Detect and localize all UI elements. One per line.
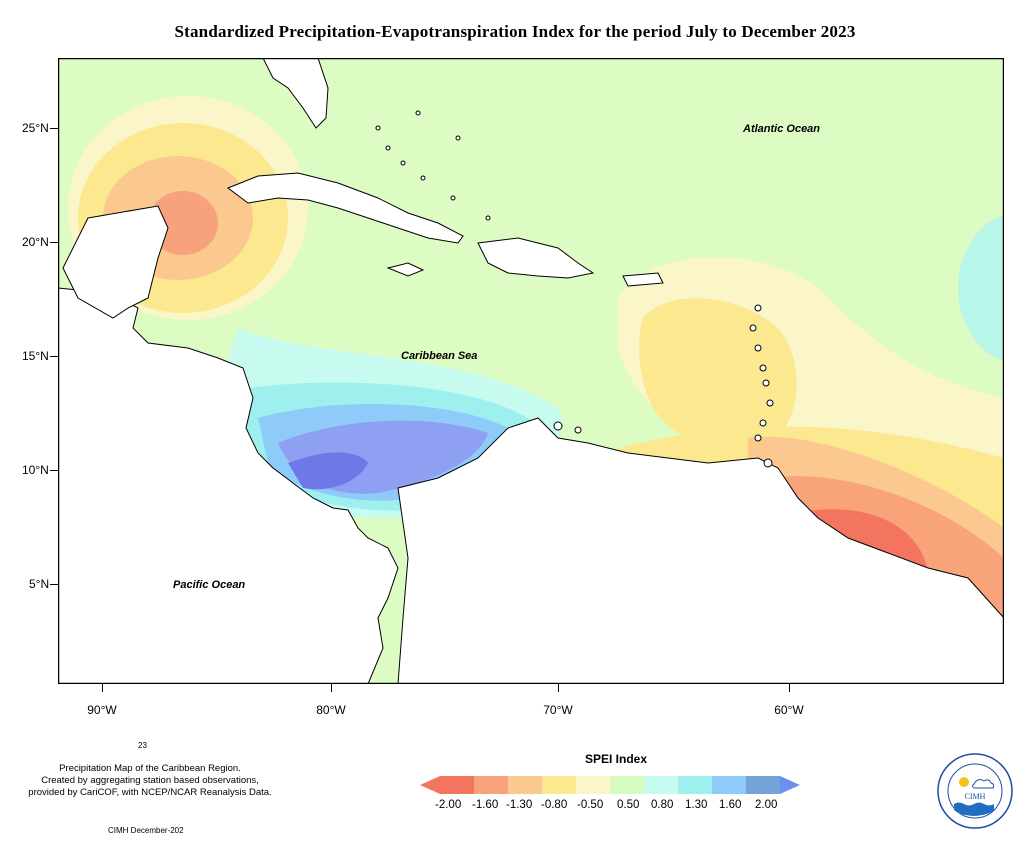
- credit-text: Precipitation Map of the Caribbean Regio…: [0, 763, 300, 799]
- lat-tick: [50, 584, 58, 585]
- map-title: Standardized Precipitation-Evapotranspir…: [174, 22, 856, 41]
- lat-tick: [50, 356, 58, 357]
- wet-zone-east: [958, 215, 1004, 361]
- legend-value: -0.50: [577, 799, 604, 811]
- label-pacific-ocean: Pacific Ocean: [173, 579, 246, 591]
- hispaniola: [477, 237, 595, 279]
- legend-swatch: [678, 776, 712, 794]
- landmasses: [58, 58, 1004, 684]
- puerto-rico: [622, 272, 664, 287]
- credit-line-3: provided by CariCOF, with NCEP/NCAR Rean…: [28, 787, 272, 798]
- small-islands: [375, 110, 774, 468]
- spei-map-canvas: [58, 58, 1004, 684]
- legend-value: -0.80: [541, 799, 568, 811]
- cuba: [226, 172, 464, 244]
- lon-tick: [102, 684, 103, 692]
- spei-map: [58, 58, 1004, 684]
- legend-value: -1.30: [506, 799, 533, 811]
- legend-value: 0.50: [617, 799, 640, 811]
- label-atlantic-ocean: Atlantic Ocean: [743, 123, 821, 135]
- credit-line-2: Created by aggregating station based obs…: [41, 775, 259, 786]
- cimh-logo: CIMH: [937, 753, 1013, 829]
- water-icon: [954, 802, 994, 816]
- lat-label-15n: 15°N: [22, 349, 49, 363]
- lon-tick: [558, 684, 559, 692]
- legend-title: SPEI Index: [585, 752, 648, 766]
- map-border: [58, 58, 1004, 684]
- legend-swatch: [440, 776, 474, 794]
- lon-label-60w: 60°W: [774, 703, 804, 717]
- lon-tick: [789, 684, 790, 692]
- legend-swatch: [644, 776, 678, 794]
- lon-tick: [331, 684, 332, 692]
- lat-tick: [50, 470, 58, 471]
- lat-label-10n: 10°N: [22, 463, 49, 477]
- lon-label-90w: 90°W: [87, 703, 117, 717]
- lat-tick: [50, 128, 58, 129]
- label-caribbean-sea: Caribbean Sea: [401, 350, 478, 362]
- lon-label-80w: 80°W: [316, 703, 346, 717]
- legend-swatch: [508, 776, 542, 794]
- lat-label-25n: 25°N: [22, 121, 49, 135]
- legend-swatch: [746, 776, 780, 794]
- legend-swatch: [610, 776, 644, 794]
- lon-label-70w: 70°W: [543, 703, 573, 717]
- legend-value: 0.80: [651, 799, 674, 811]
- lat-tick: [50, 242, 58, 243]
- legend-swatch: [576, 776, 610, 794]
- small-note: 23: [138, 741, 147, 750]
- south-america: [397, 417, 1004, 684]
- sun-icon: [959, 777, 969, 787]
- lat-label-20n: 20°N: [22, 235, 49, 249]
- cimh-date: CIMH December-202: [108, 826, 184, 835]
- legend-value: 1.60: [719, 799, 742, 811]
- legend-arrow-right: [780, 776, 800, 794]
- central-america: [58, 287, 399, 684]
- legend-value: 1.30: [685, 799, 708, 811]
- credit-line-1: Precipitation Map of the Caribbean Regio…: [59, 763, 241, 774]
- legend-colorbar: [420, 776, 800, 794]
- legend-value: -2.00: [435, 799, 462, 811]
- legend-value: -1.60: [472, 799, 499, 811]
- legend-arrow-left: [420, 776, 440, 794]
- logo-abbr: CIMH: [965, 792, 986, 801]
- florida: [262, 58, 329, 129]
- lat-label-5n: 5°N: [29, 577, 50, 591]
- yucatan: [62, 205, 169, 319]
- legend-swatch: [712, 776, 746, 794]
- jamaica: [386, 262, 425, 277]
- legend-value: 2.00: [755, 799, 778, 811]
- cloud-icon: [972, 779, 995, 789]
- legend-swatch: [542, 776, 576, 794]
- legend-swatch: [474, 776, 508, 794]
